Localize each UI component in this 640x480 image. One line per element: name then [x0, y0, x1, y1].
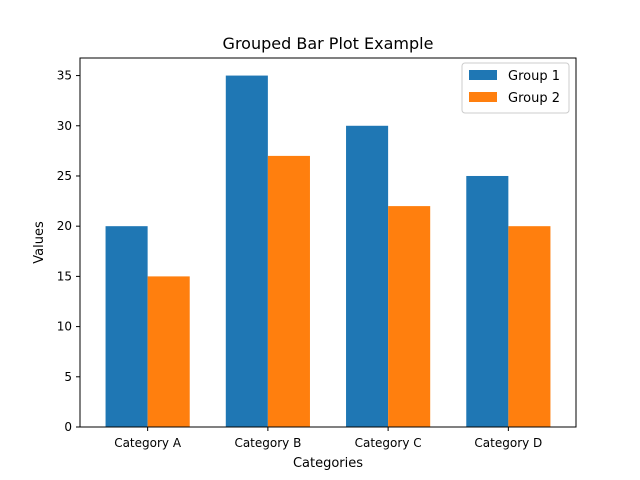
legend: Group 1 Group 2 [461, 62, 570, 114]
bars-layer [105, 75, 551, 427]
x-tick-label: Category B [234, 436, 301, 450]
y-tick-label: 30 [57, 119, 72, 133]
bar-1-category-d [466, 175, 509, 427]
plot-frame [79, 57, 577, 428]
x-tick-label: Category A [114, 436, 182, 450]
x-tick-label: Category C [355, 436, 422, 450]
y-tick-label: 15 [57, 269, 72, 283]
y-tick-label: 10 [57, 320, 72, 334]
bar-1-category-a [105, 226, 148, 427]
x-axis-label: Categories [293, 456, 363, 471]
x-axis-ticks: Category A Category B Category C Category D [114, 427, 542, 450]
y-axis-ticks: 0 5 10 15 20 25 30 35 [57, 69, 80, 434]
bar-2-category-c [388, 206, 431, 427]
legend-swatch-2 [469, 92, 497, 102]
y-tick-label: 0 [64, 420, 72, 434]
x-tick-label: Category D [474, 436, 542, 450]
bar-2-category-b [267, 155, 310, 427]
bar-1-category-c [346, 125, 389, 427]
y-axis-label: Values [32, 221, 47, 264]
bar-2-category-a [147, 276, 190, 427]
legend-swatch-1 [469, 70, 497, 80]
bar-2-category-d [508, 226, 551, 427]
chart-title: Grouped Bar Plot Example [223, 34, 434, 53]
y-tick-label: 35 [57, 69, 72, 83]
y-tick-label: 25 [57, 169, 72, 183]
y-tick-label: 20 [57, 219, 72, 233]
legend-label-1: Group 1 [508, 69, 560, 84]
y-tick-label: 5 [64, 370, 72, 384]
legend-label-2: Group 2 [508, 91, 560, 106]
bar-1-category-b [225, 75, 268, 427]
